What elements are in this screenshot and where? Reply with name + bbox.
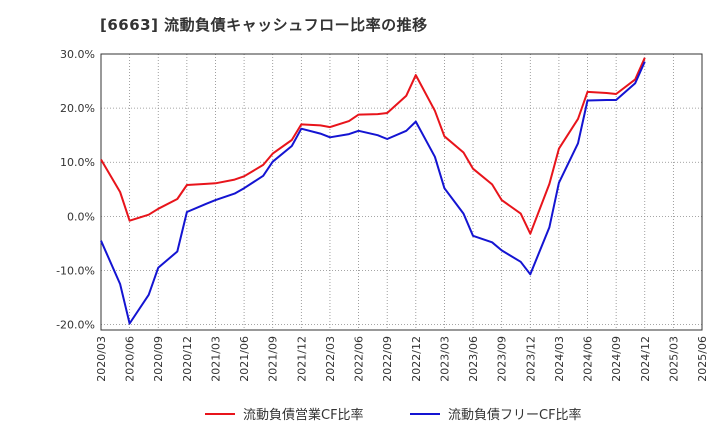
- x-tick-label: 2021/06: [238, 336, 251, 382]
- x-tick-label: 2020/09: [152, 336, 165, 382]
- x-tick-label: 2022/09: [381, 336, 394, 382]
- x-tick-label: 2024/03: [553, 336, 566, 382]
- x-tick-label: 2023/09: [496, 336, 509, 382]
- x-tick-label: 2024/12: [639, 336, 652, 382]
- x-tick-label: 2025/03: [667, 336, 680, 382]
- x-tick-label: 2020/12: [181, 336, 194, 382]
- y-tick-label: 0.0%: [67, 210, 95, 223]
- x-tick-label: 2025/06: [696, 336, 709, 382]
- y-tick-label: 10.0%: [60, 156, 95, 169]
- x-tick-label: 2022/03: [324, 336, 337, 382]
- x-tick-label: 2023/12: [524, 336, 537, 382]
- plot-frame: [100, 53, 703, 331]
- y-tick-label: -20.0%: [56, 319, 95, 332]
- y-tick-label: -10.0%: [56, 264, 95, 277]
- x-tick-label: 2021/03: [209, 336, 222, 382]
- x-tick-label: 2022/12: [410, 336, 423, 382]
- x-tick-label: 2021/09: [267, 336, 280, 382]
- series-line-1: [100, 57, 646, 235]
- series-line-2: [100, 61, 646, 325]
- x-tick-label: 2021/12: [295, 336, 308, 382]
- x-tick-label: 2020/03: [95, 336, 108, 382]
- x-tick-label: 2024/06: [582, 336, 595, 382]
- plot-area: [101, 54, 702, 330]
- x-tick-label: 2023/03: [438, 336, 451, 382]
- x-tick-label: 2024/09: [610, 336, 623, 382]
- x-tick-label: 2022/06: [353, 336, 366, 382]
- x-tick-label: 2020/06: [124, 336, 137, 382]
- legend-label-1: 流動負債営業CF比率: [243, 407, 364, 423]
- chart-title: [6663] 流動負債キャッシュフロー比率の推移: [100, 16, 428, 34]
- legend-label-2: 流動負債フリーCF比率: [448, 407, 582, 423]
- y-tick-label: 30.0%: [60, 48, 95, 61]
- x-tick-label: 2023/06: [467, 336, 480, 382]
- y-tick-label: 20.0%: [60, 102, 95, 115]
